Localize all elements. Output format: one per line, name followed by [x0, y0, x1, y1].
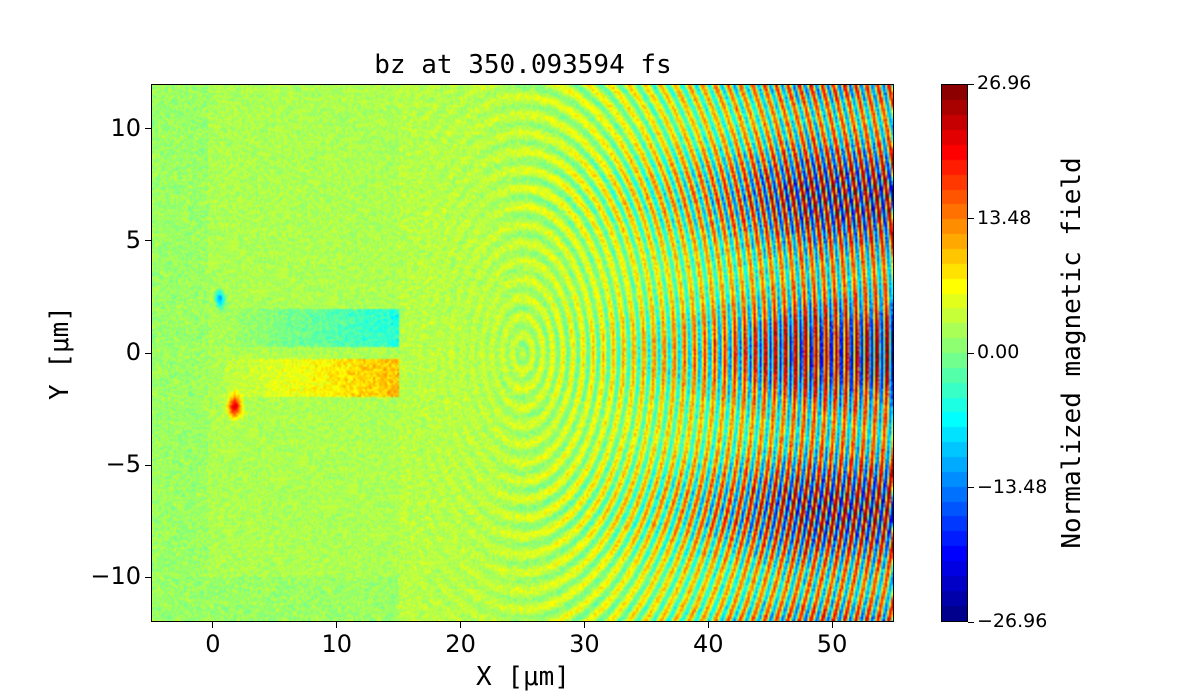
colorbar-tick — [968, 487, 974, 488]
y-tick-label: −10 — [90, 562, 141, 591]
y-tick-label: −5 — [105, 450, 141, 479]
y-tick-label: 0 — [125, 338, 141, 366]
x-tick-label: 30 — [569, 630, 600, 658]
chart-title: bz at 350.093594 fs — [374, 50, 672, 80]
colorbar-tick — [968, 621, 974, 623]
y-tick — [145, 464, 151, 466]
x-tick — [336, 622, 338, 628]
colorbar-tick-label: 13.48 — [977, 206, 1032, 229]
x-tick-label: 20 — [445, 630, 476, 658]
colorbar-tick — [968, 83, 974, 85]
colorbar-tick — [968, 218, 974, 219]
heatmap-field — [152, 85, 893, 621]
y-tick — [145, 128, 151, 130]
colorbar-gradient — [942, 85, 967, 621]
y-tick — [145, 240, 151, 242]
y-tick-label: 10 — [110, 113, 141, 142]
y-axis-label: Y [μm] — [45, 306, 75, 400]
y-tick — [145, 576, 151, 578]
x-tick-label: 40 — [692, 630, 724, 658]
colorbar-label: Normalized magnetic field — [1057, 157, 1087, 549]
colorbar-frame — [941, 84, 968, 622]
x-tick — [707, 622, 709, 628]
colorbar-tick — [968, 352, 974, 354]
colorbar-tick-label: −26.96 — [977, 610, 1048, 632]
x-tick — [460, 622, 462, 628]
y-tick-label: 5 — [125, 225, 141, 254]
colorbar-tick-label: 26.96 — [977, 72, 1032, 94]
x-tick-label: 50 — [816, 630, 848, 658]
x-tick — [831, 622, 833, 628]
plot-frame — [151, 84, 894, 622]
x-tick-label: 10 — [321, 630, 353, 658]
x-tick — [583, 622, 585, 628]
y-tick — [145, 352, 151, 354]
colorbar-tick-label: 0.00 — [977, 341, 1020, 363]
x-tick — [212, 622, 214, 628]
colorbar-tick-label: −13.48 — [977, 475, 1048, 498]
x-axis-label: X [μm] — [476, 662, 570, 692]
x-tick-label: 0 — [205, 630, 221, 658]
